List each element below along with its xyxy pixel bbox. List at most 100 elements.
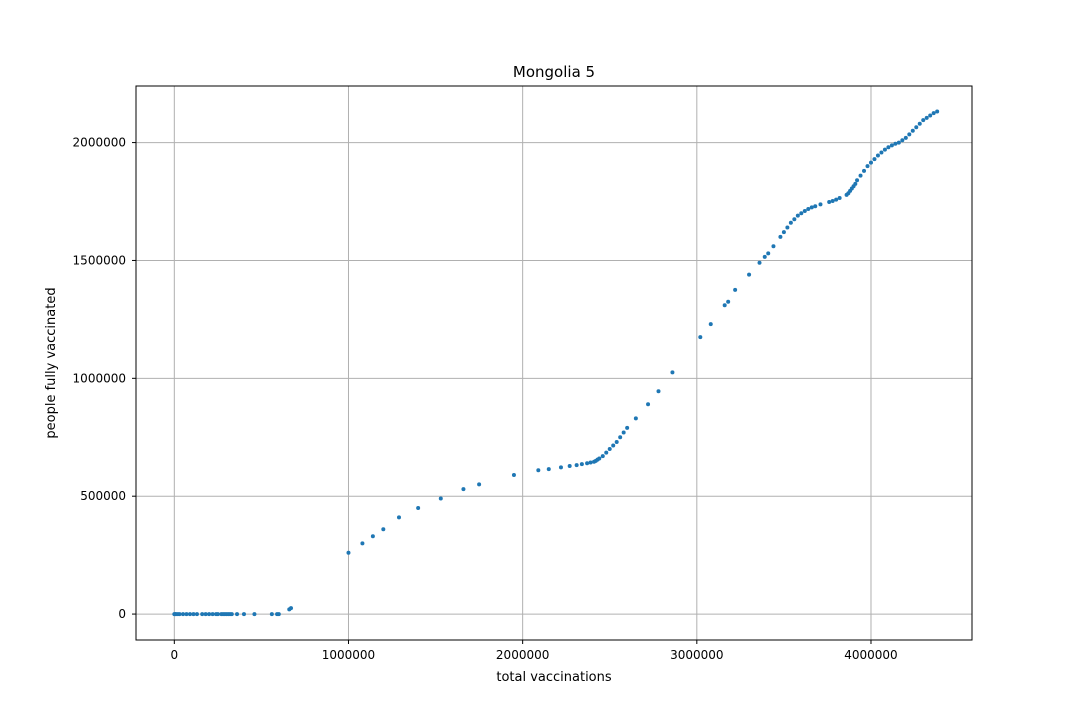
data-point bbox=[191, 612, 196, 617]
x-tick-label: 4000000 bbox=[844, 648, 897, 662]
data-point bbox=[241, 612, 246, 617]
chart-title: Mongolia 5 bbox=[513, 63, 595, 81]
data-point bbox=[600, 454, 605, 459]
data-point bbox=[585, 461, 590, 466]
data-point bbox=[733, 287, 738, 292]
plot-frame bbox=[135, 85, 973, 641]
y-axis-label: people fully vaccinated bbox=[44, 287, 59, 438]
data-point bbox=[766, 251, 771, 256]
data-point bbox=[879, 150, 884, 155]
data-points bbox=[172, 109, 940, 617]
data-point bbox=[574, 463, 579, 468]
data-point bbox=[698, 335, 703, 340]
data-point bbox=[853, 181, 858, 186]
data-point bbox=[931, 111, 936, 116]
data-point bbox=[924, 115, 929, 120]
data-point bbox=[722, 303, 727, 308]
data-point bbox=[477, 482, 482, 487]
data-point bbox=[558, 465, 563, 470]
data-point bbox=[360, 541, 365, 546]
data-point bbox=[346, 550, 351, 555]
y-tick-label: 1500000 bbox=[73, 253, 126, 267]
data-point bbox=[921, 118, 926, 123]
data-point bbox=[875, 153, 880, 158]
data-point bbox=[855, 178, 860, 183]
data-point bbox=[597, 456, 602, 461]
data-point bbox=[269, 612, 274, 617]
data-point bbox=[757, 260, 762, 265]
y-tick-label: 0 bbox=[118, 607, 126, 621]
data-point bbox=[646, 402, 651, 407]
data-point bbox=[381, 527, 386, 532]
data-point bbox=[656, 389, 661, 394]
data-point bbox=[886, 145, 891, 150]
data-point bbox=[289, 606, 294, 611]
data-point bbox=[215, 612, 220, 617]
data-point bbox=[621, 430, 626, 435]
x-axis-ticks: 0 1000000 2000000 3000000 4000000 bbox=[170, 640, 898, 662]
data-point bbox=[788, 220, 793, 225]
y-tick-label: 500000 bbox=[80, 489, 126, 503]
data-point bbox=[799, 211, 804, 216]
data-point bbox=[813, 204, 818, 209]
data-point bbox=[806, 207, 811, 212]
data-point bbox=[837, 195, 842, 200]
y-tick-label: 2000000 bbox=[73, 136, 126, 150]
data-point bbox=[177, 612, 182, 617]
y-tick-label: 1000000 bbox=[73, 371, 126, 385]
data-point bbox=[194, 612, 199, 617]
data-point bbox=[893, 141, 898, 146]
x-tick-label: 3000000 bbox=[670, 648, 723, 662]
data-point bbox=[536, 468, 541, 473]
data-point bbox=[579, 462, 584, 467]
data-point bbox=[900, 138, 905, 143]
data-point bbox=[907, 132, 912, 137]
data-point bbox=[396, 515, 401, 520]
data-point bbox=[781, 230, 786, 235]
grid-lines bbox=[136, 86, 972, 640]
data-point bbox=[633, 416, 638, 421]
data-point bbox=[882, 147, 887, 152]
data-point bbox=[747, 272, 752, 277]
data-point bbox=[607, 447, 612, 452]
data-point bbox=[762, 254, 767, 259]
data-point bbox=[858, 173, 863, 178]
data-point bbox=[207, 612, 212, 617]
data-point bbox=[611, 443, 616, 448]
data-point bbox=[914, 125, 919, 130]
data-point bbox=[862, 168, 867, 173]
data-point bbox=[370, 534, 375, 539]
data-point bbox=[276, 612, 281, 617]
data-point bbox=[670, 370, 675, 375]
data-point bbox=[252, 612, 257, 617]
data-point bbox=[438, 496, 443, 501]
x-tick-label: 1000000 bbox=[322, 648, 375, 662]
data-point bbox=[903, 135, 908, 140]
x-axis-label: total vaccinations bbox=[496, 670, 612, 685]
data-point bbox=[778, 234, 783, 239]
data-point bbox=[203, 612, 208, 617]
data-point bbox=[416, 505, 421, 510]
data-point bbox=[830, 199, 835, 204]
data-point bbox=[229, 612, 234, 617]
data-point bbox=[917, 121, 922, 126]
data-point bbox=[184, 612, 189, 617]
data-point bbox=[795, 213, 800, 218]
data-point bbox=[511, 472, 516, 477]
data-point bbox=[818, 202, 823, 207]
data-point bbox=[461, 487, 466, 492]
data-point bbox=[546, 467, 551, 472]
x-tick-label: 0 bbox=[170, 648, 178, 662]
data-point bbox=[708, 322, 713, 327]
data-point bbox=[896, 140, 901, 145]
data-point bbox=[809, 205, 814, 210]
data-point bbox=[865, 164, 870, 169]
data-point bbox=[872, 157, 877, 162]
x-tick-label: 2000000 bbox=[496, 648, 549, 662]
data-point bbox=[625, 425, 630, 430]
data-point bbox=[827, 199, 832, 204]
data-point bbox=[726, 299, 731, 304]
data-point bbox=[834, 197, 839, 202]
data-point bbox=[935, 109, 940, 114]
